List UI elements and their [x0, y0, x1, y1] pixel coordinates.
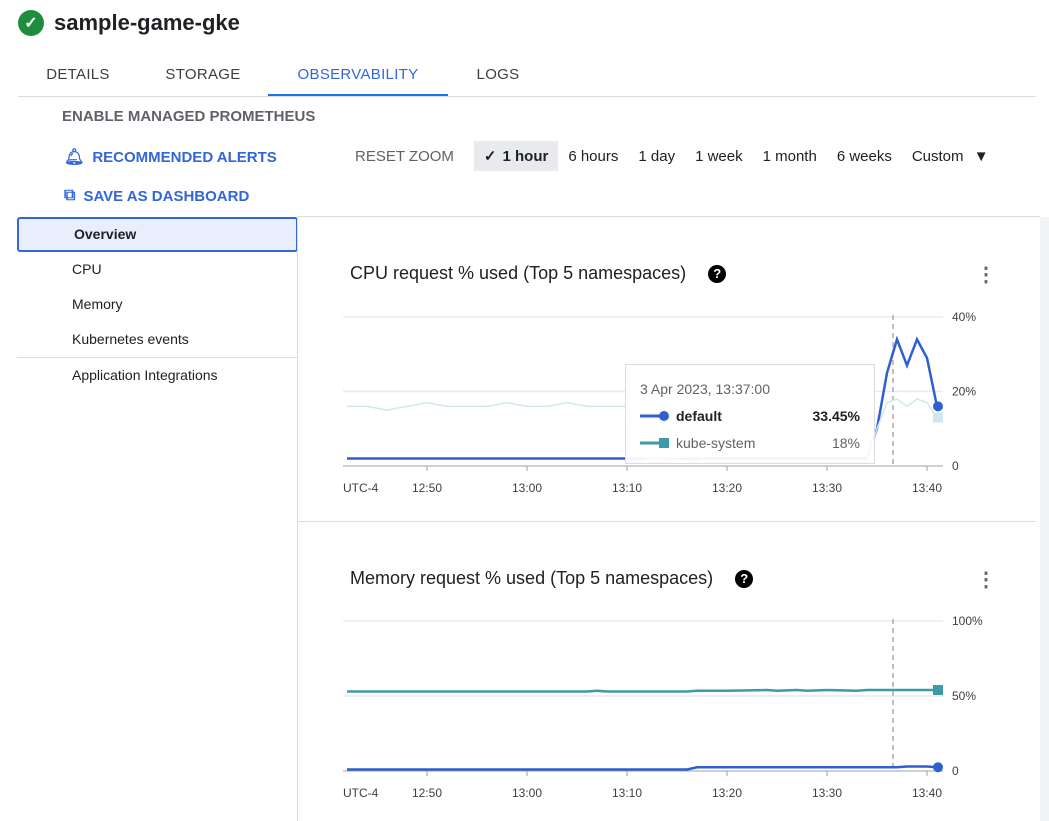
- divider: [297, 217, 298, 821]
- series-name: kube-system: [676, 435, 756, 451]
- page-title: ✓ sample-game-gke: [18, 10, 240, 36]
- tab-bar: DETAILS STORAGE OBSERVABILITY LOGS: [18, 52, 1036, 97]
- series-end-marker: [933, 401, 943, 412]
- sidebar-item-overview[interactable]: Overview: [17, 217, 298, 252]
- help-icon[interactable]: ?: [708, 264, 727, 283]
- y-tick-label: 40%: [952, 310, 976, 324]
- chart-tooltip: 3 Apr 2023, 13:37:00 default 33.45% kube…: [625, 364, 875, 464]
- y-tick-label: 0: [952, 764, 959, 778]
- bell-icon: 🔔︎: [64, 149, 85, 166]
- circle-marker-icon: [640, 411, 669, 421]
- memory-chart-header: Memory request % used (Top 5 namespaces)…: [350, 568, 754, 589]
- series-value: 18%: [831, 435, 860, 451]
- x-tick-label: 13:20: [712, 786, 742, 800]
- series-value: 33.45%: [812, 408, 860, 424]
- divider: [297, 216, 1040, 217]
- help-icon[interactable]: ?: [735, 569, 754, 588]
- x-tick-label: 13:00: [512, 786, 542, 800]
- range-1-month[interactable]: 1 month: [762, 147, 817, 165]
- series-end-marker: [933, 685, 943, 695]
- more-options-icon[interactable]: ⋮: [976, 569, 996, 591]
- sidebar-item-memory[interactable]: Memory: [72, 296, 123, 312]
- check-icon: ✓: [483, 148, 497, 165]
- range-6-hours[interactable]: 6 hours: [568, 147, 619, 165]
- sidebar: Overview CPU Memory Kubernetes events Ap…: [17, 217, 298, 393]
- tab-observability[interactable]: OBSERVABILITY: [268, 52, 448, 96]
- y-tick-label: 20%: [952, 385, 976, 399]
- range-6-weeks[interactable]: 6 weeks: [836, 147, 892, 165]
- x-tick-label: 13:40: [912, 786, 942, 800]
- tab-details[interactable]: DETAILS: [46, 66, 110, 83]
- reset-zoom-button[interactable]: RESET ZOOM: [355, 147, 454, 165]
- x-tick-label: 12:50: [412, 786, 442, 800]
- chart-title: Memory request % used (Top 5 namespaces): [350, 568, 714, 588]
- divider: [298, 521, 1036, 522]
- range-1-day[interactable]: 1 day: [638, 147, 676, 165]
- tooltip-time: 3 Apr 2023, 13:37:00: [640, 381, 770, 397]
- series-name: default: [676, 408, 722, 424]
- x-tick-label: 13:10: [612, 786, 642, 800]
- square-marker-icon: [640, 438, 669, 448]
- time-range-selector: RESET ZOOM ✓ 1 hour 6 hours 1 day 1 week …: [345, 141, 999, 171]
- series-end-marker: [933, 412, 943, 423]
- x-tick-label: 13:00: [512, 481, 542, 495]
- x-tick-label: 13:40: [912, 481, 942, 495]
- tooltip-row-default: default 33.45%: [640, 408, 860, 424]
- x-tick-label: 13:10: [612, 481, 642, 495]
- sidebar-item-cpu[interactable]: CPU: [72, 261, 102, 277]
- tab-storage[interactable]: STORAGE: [165, 66, 241, 83]
- x-tick-label: 13:30: [812, 481, 842, 495]
- caret-down-icon: ▼: [973, 147, 989, 165]
- range-custom-dropdown[interactable]: Custom ▼: [911, 147, 989, 165]
- divider: [17, 357, 298, 358]
- copy-icon: ⧉: [64, 187, 76, 204]
- recommended-alerts-button[interactable]: 🔔︎ RECOMMENDED ALERTS: [64, 148, 277, 167]
- y-tick-label: 50%: [952, 689, 976, 703]
- x-tick-label: UTC-4: [343, 481, 379, 495]
- x-tick-label: UTC-4: [343, 786, 379, 800]
- sidebar-item-application-integrations[interactable]: Application Integrations: [72, 367, 218, 383]
- check-circle-icon: ✓: [18, 10, 44, 36]
- y-tick-label: 0: [952, 459, 959, 473]
- more-options-icon[interactable]: ⋮: [976, 264, 996, 286]
- tab-logs[interactable]: LOGS: [476, 66, 520, 83]
- sidebar-item-kubernetes-events[interactable]: Kubernetes events: [72, 331, 189, 347]
- tooltip-row-kube-system: kube-system 18%: [640, 435, 860, 451]
- series-line-default: [347, 765, 938, 771]
- enable-prometheus-button[interactable]: ENABLE MANAGED PROMETHEUS: [62, 108, 316, 125]
- x-tick-label: 12:50: [412, 481, 442, 495]
- x-tick-label: 13:30: [812, 786, 842, 800]
- series-end-marker: [933, 762, 943, 773]
- range-1-hour[interactable]: ✓ 1 hour: [473, 141, 559, 171]
- cluster-name: sample-game-gke: [54, 10, 240, 35]
- y-tick-label: 100%: [952, 614, 983, 628]
- save-dashboard-button[interactable]: ⧉ SAVE AS DASHBOARD: [64, 187, 250, 205]
- scrollbar[interactable]: [1040, 217, 1049, 821]
- chart-title: CPU request % used (Top 5 namespaces): [350, 263, 687, 283]
- range-1-week[interactable]: 1 week: [695, 147, 743, 165]
- x-tick-label: 13:20: [712, 481, 742, 495]
- series-line-kube-system: [347, 688, 937, 693]
- cpu-chart-header: CPU request % used (Top 5 namespaces) ?: [350, 263, 727, 284]
